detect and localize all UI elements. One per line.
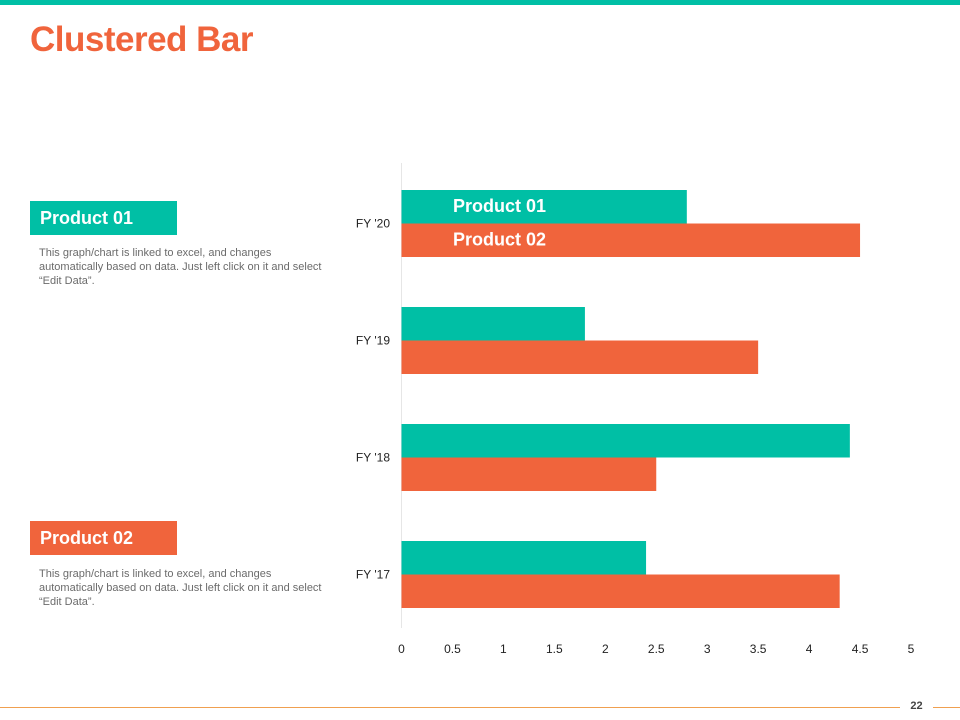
footer-line bbox=[0, 707, 900, 708]
legend-label-product-01: Product 01 bbox=[453, 196, 546, 216]
x-tick-label: 0 bbox=[398, 642, 405, 656]
x-tick-label: 3 bbox=[704, 642, 711, 656]
legend-label-product-02: Product 02 bbox=[453, 230, 546, 250]
product-02-description: This graph/chart is linked to excel, and… bbox=[39, 568, 322, 608]
category-label: FY '19 bbox=[356, 334, 390, 348]
x-tick-label: 4 bbox=[806, 642, 813, 656]
x-tick-label: 2.5 bbox=[648, 642, 665, 656]
category-label: FY '20 bbox=[356, 217, 390, 231]
product-02-label: Product 02 bbox=[30, 521, 177, 555]
x-tick-label: 1.5 bbox=[546, 642, 563, 656]
product-01-description: This graph/chart is linked to excel, and… bbox=[39, 247, 322, 287]
x-tick-label: 5 bbox=[908, 642, 915, 656]
x-tick-label: 0.5 bbox=[444, 642, 461, 656]
bar-product-02-2 bbox=[401, 457, 657, 491]
x-tick-label: 1 bbox=[500, 642, 507, 656]
x-tick-label: 2 bbox=[602, 642, 609, 656]
bar-product-02-1 bbox=[401, 340, 759, 374]
footer-line-right bbox=[933, 707, 960, 708]
top-accent-bar bbox=[0, 0, 960, 5]
bar-product-01-3 bbox=[401, 541, 647, 575]
bar-product-01-0 bbox=[401, 190, 687, 224]
product-01-label: Product 01 bbox=[30, 201, 177, 235]
page-title: Clustered Bar bbox=[30, 20, 254, 59]
bar-product-01-1 bbox=[401, 307, 585, 341]
bar-product-01-2 bbox=[401, 424, 850, 458]
category-label: FY '17 bbox=[356, 568, 390, 582]
bar-product-02-3 bbox=[401, 574, 840, 608]
x-tick-label: 3.5 bbox=[750, 642, 767, 656]
x-tick-label: 4.5 bbox=[852, 642, 869, 656]
bar-product-02-0 bbox=[401, 223, 861, 257]
category-label: FY '18 bbox=[356, 451, 390, 465]
page-number: 22 bbox=[910, 700, 923, 712]
